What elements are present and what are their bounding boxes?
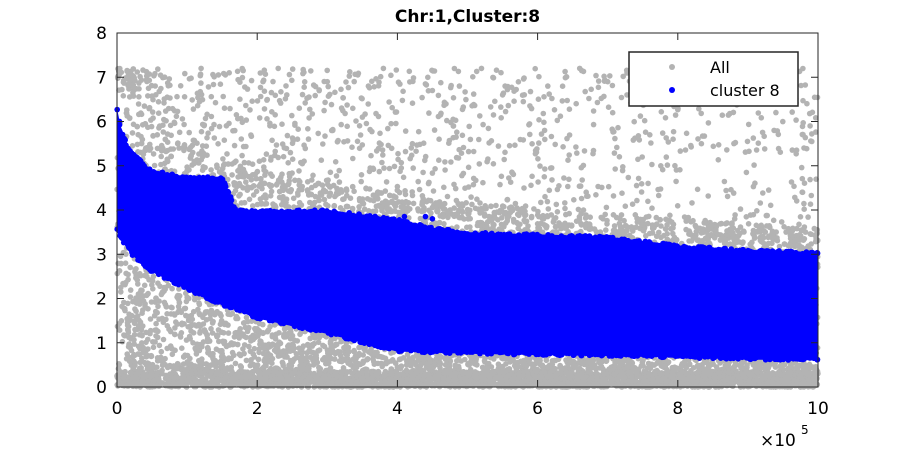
point-all [533, 357, 540, 363]
point-all [123, 270, 129, 277]
point-all [236, 335, 242, 341]
point-all [591, 226, 598, 232]
point-all [179, 345, 185, 352]
point-all [727, 241, 733, 247]
point-all [256, 349, 262, 356]
point-all [566, 210, 572, 217]
point-all [190, 330, 197, 336]
point-all [141, 282, 148, 289]
point-all [794, 225, 800, 232]
point-all [158, 348, 165, 355]
point-all [338, 338, 344, 345]
point-all [246, 196, 253, 203]
point-all [493, 202, 499, 209]
point-all [441, 221, 447, 227]
point-all [321, 196, 328, 203]
point-all [232, 187, 239, 194]
point-all [745, 221, 752, 227]
point-all [129, 130, 136, 136]
point-all [237, 191, 243, 198]
point-all [573, 218, 580, 224]
point-all [268, 188, 275, 195]
point-all [150, 151, 157, 157]
point-all [781, 224, 787, 230]
point-all [127, 264, 133, 271]
point-all [267, 193, 274, 199]
point-all [119, 338, 126, 345]
point-all [137, 359, 143, 366]
point-all [169, 351, 176, 358]
point-all [550, 219, 557, 225]
point-all [208, 325, 214, 332]
point-all [243, 179, 249, 185]
point-all [776, 243, 783, 250]
point-all [515, 225, 521, 232]
point-all [168, 132, 174, 139]
point-all [168, 304, 174, 311]
point-all [155, 303, 161, 310]
point-all [498, 221, 505, 228]
point-all [156, 342, 163, 349]
point-all [177, 334, 184, 340]
point-all [621, 217, 627, 224]
point-all [554, 209, 561, 215]
point-all [600, 216, 606, 222]
point-all [290, 195, 297, 202]
point-all [176, 145, 182, 151]
point-all [197, 330, 203, 336]
point-all [178, 330, 185, 336]
point-all [150, 344, 157, 351]
point-all [454, 224, 460, 230]
point-all [683, 226, 689, 233]
point-all [131, 331, 138, 338]
point-all [125, 300, 131, 307]
point-all [241, 350, 247, 357]
point-all [404, 351, 411, 358]
point-all [160, 336, 167, 343]
point-all [133, 266, 139, 272]
point-all [170, 146, 177, 152]
point-all [133, 308, 139, 315]
point-all [250, 203, 256, 209]
point-all [481, 213, 488, 219]
point-all [232, 360, 239, 367]
point-all [160, 129, 167, 135]
point-all [410, 200, 417, 207]
point-all [138, 133, 144, 140]
point-all [260, 321, 266, 328]
point-all [343, 187, 350, 194]
point-all [152, 339, 158, 345]
point-all [341, 196, 347, 202]
point-all [158, 153, 164, 160]
point-all [148, 299, 155, 305]
point-all [326, 193, 333, 199]
point-all [341, 344, 347, 351]
point-all [196, 301, 203, 308]
point-all [436, 219, 443, 226]
point-all [552, 215, 559, 221]
point-all [323, 201, 329, 208]
point-all [602, 211, 608, 218]
point-all [151, 162, 158, 169]
point-all [127, 287, 134, 293]
point-all [801, 224, 808, 230]
point-all [603, 227, 609, 233]
point-all [729, 220, 735, 227]
point-all [229, 172, 235, 178]
point-all [119, 86, 125, 93]
point-all [237, 182, 243, 189]
